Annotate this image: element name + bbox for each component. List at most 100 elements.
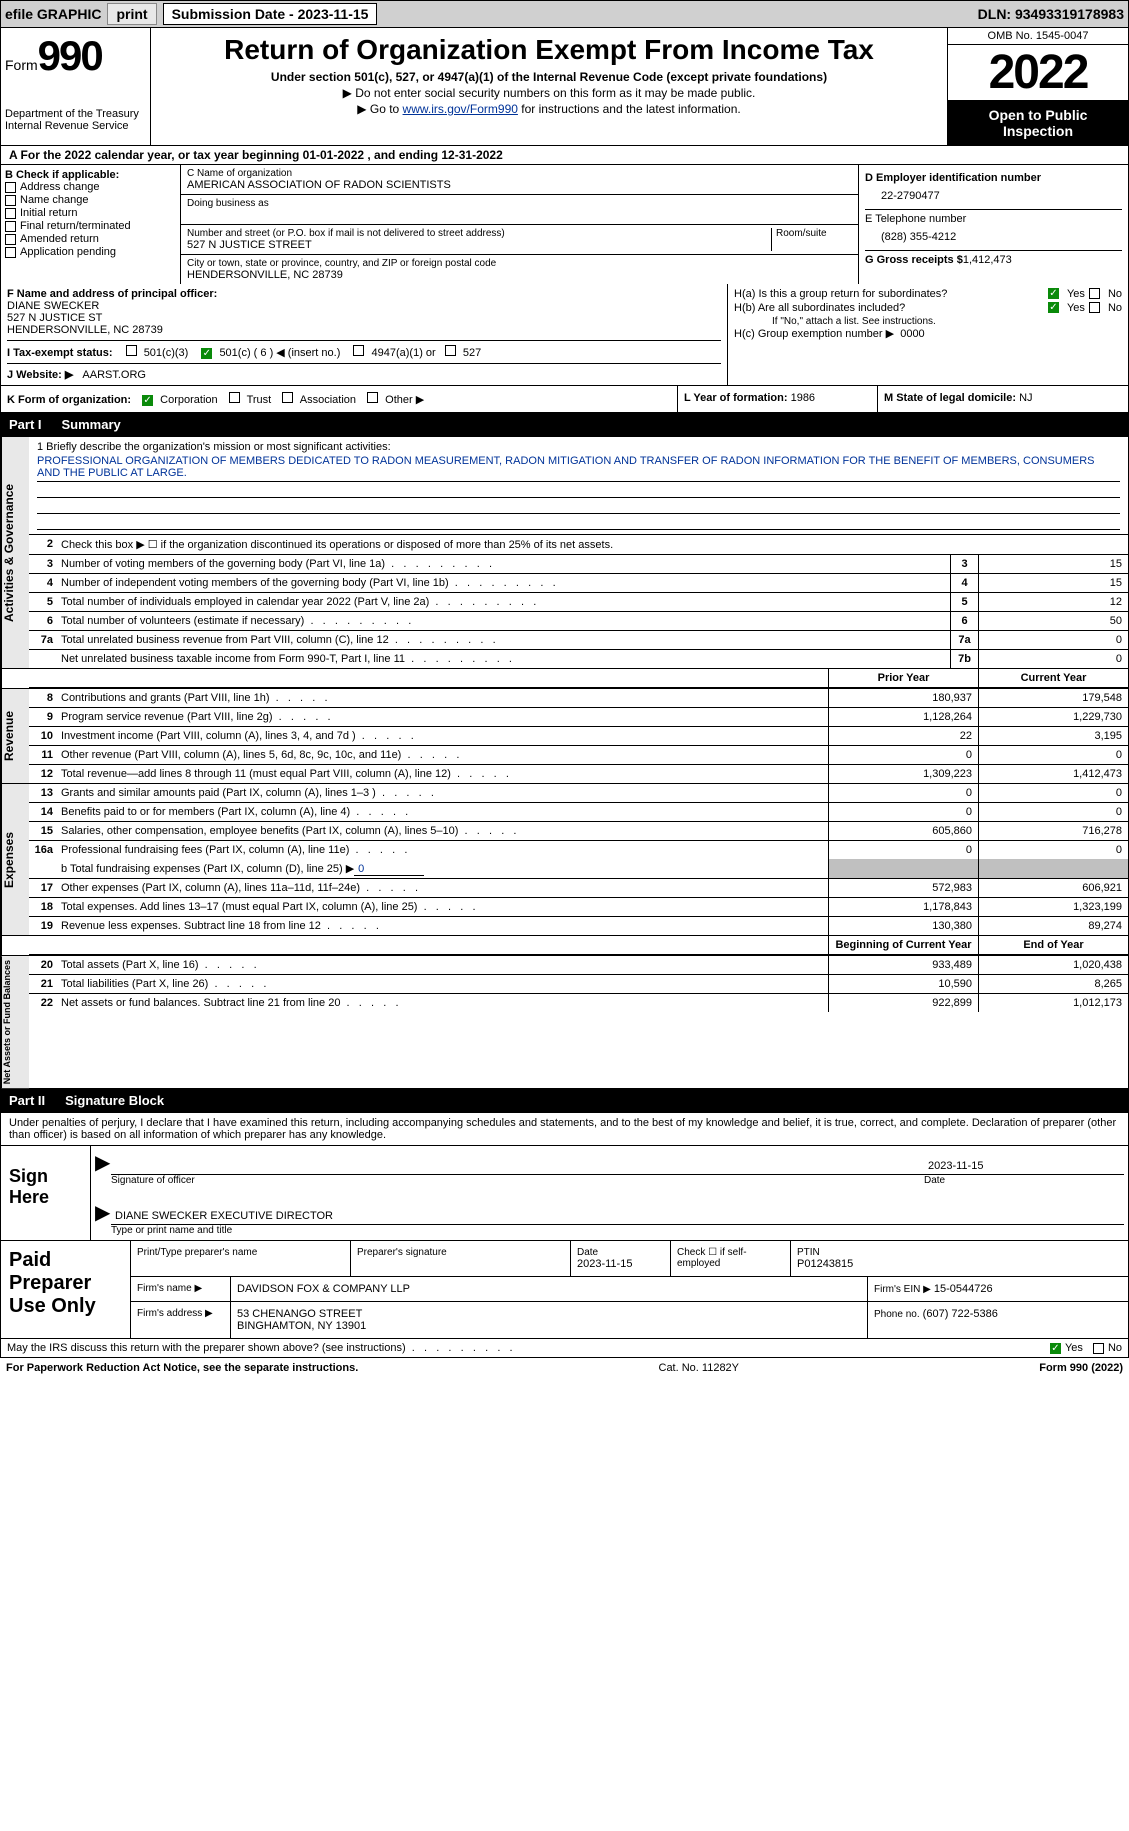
firm-name: DAVIDSON FOX & COMPANY LLP (231, 1277, 868, 1301)
chk-pending[interactable]: Application pending (5, 246, 176, 258)
open-public: Open to Public Inspection (948, 101, 1128, 145)
form-title: Return of Organization Exempt From Incom… (159, 34, 939, 66)
line-desc: Program service revenue (Part VIII, line… (57, 708, 828, 726)
mission-block: 1 Briefly describe the organization's mi… (29, 437, 1128, 535)
firm-phone: (607) 722-5386 (923, 1308, 998, 1320)
print-lbl: Print/Type preparer's name (137, 1247, 344, 1258)
hb-lbl: H(b) Are all subordinates included? (734, 302, 1048, 314)
header-right: OMB No. 1545-0047 2022 Open to Public In… (948, 28, 1128, 145)
line-desc: Total number of volunteers (estimate if … (57, 612, 950, 630)
part1-body: Activities & Governance 1 Briefly descri… (0, 437, 1129, 669)
col-f: F Name and address of principal officer:… (1, 284, 728, 385)
chk-assoc[interactable] (282, 392, 293, 403)
col-d: D Employer identification number 22-2790… (858, 165, 1128, 284)
prep-sig-lbl: Preparer's signature (357, 1247, 564, 1258)
irs-label: Internal Revenue Service (5, 120, 146, 132)
sign-here-label: Sign Here (1, 1146, 91, 1240)
may-no[interactable] (1093, 1343, 1104, 1354)
sign-here-block: Sign Here ▶ 2023-11-15 Signature of offi… (0, 1146, 1129, 1241)
vtab-expenses: Expenses (1, 784, 29, 935)
org-name: AMERICAN ASSOCIATION OF RADON SCIENTISTS (187, 179, 852, 191)
submission-date: Submission Date - 2023-11-15 (163, 3, 378, 25)
chk-other[interactable] (367, 392, 378, 403)
hdr-begin: Beginning of Current Year (828, 936, 978, 954)
chk-501c3[interactable] (126, 345, 137, 356)
row-a: A For the 2022 calendar year, or tax yea… (0, 146, 1129, 165)
chk-501c[interactable]: ✓ (201, 348, 212, 359)
chk-trust[interactable] (229, 392, 240, 403)
part2-num: Part II (9, 1093, 45, 1108)
line16b: b Total fundraising expenses (Part IX, c… (57, 859, 828, 878)
chk-4947[interactable] (353, 345, 364, 356)
city-val: HENDERSONVILLE, NC 28739 (187, 269, 852, 281)
line-desc: Total expenses. Add lines 13–17 (must eq… (57, 898, 828, 916)
ein-lbl: D Employer identification number (865, 172, 1041, 184)
dba-val (187, 209, 852, 221)
chk-address[interactable]: Address change (5, 181, 176, 193)
tel-val: (828) 355-4212 (865, 228, 1122, 246)
ptin-lbl: PTIN (797, 1247, 1122, 1258)
chk-initial[interactable]: Initial return (5, 207, 176, 219)
l-cell: L Year of formation: 1986 (678, 386, 878, 412)
line-desc: Net assets or fund balances. Subtract li… (57, 994, 828, 1012)
phone-lbl: Phone no. (874, 1309, 920, 1320)
j-lbl: J Website: ▶ (7, 369, 73, 381)
k-lbl: K Form of organization: (7, 394, 131, 406)
firm-name-lbl: Firm's name ▶ (131, 1277, 231, 1301)
efile-label: efile GRAPHIC (5, 6, 101, 22)
section-bcd: B Check if applicable: Address change Na… (0, 165, 1129, 284)
may-irs-row: May the IRS discuss this return with the… (0, 1339, 1129, 1358)
sub2-post: for instructions and the latest informat… (518, 102, 741, 116)
street-val: 527 N JUSTICE STREET (187, 239, 767, 251)
hb-no[interactable] (1089, 302, 1100, 313)
header-left: Form990 Department of the Treasury Inter… (1, 28, 151, 145)
ha-yes[interactable]: ✓ (1048, 288, 1059, 299)
part1-num: Part I (9, 417, 42, 432)
hb-note: If "No," attach a list. See instructions… (734, 316, 1122, 327)
form-header: Form990 Department of the Treasury Inter… (0, 28, 1129, 146)
prep-date-lbl: Date (577, 1247, 664, 1258)
website-val: AARST.ORG (82, 369, 146, 381)
line-desc: Other revenue (Part VIII, column (A), li… (57, 746, 828, 764)
self-emp-lbl: Check ☐ if self-employed (671, 1241, 791, 1276)
k-cell: K Form of organization: ✓ Corporation Tr… (1, 386, 678, 412)
part2-title: Signature Block (65, 1093, 164, 1108)
officer-signature[interactable] (111, 1156, 924, 1175)
street-lbl: Number and street (or P.O. box if mail i… (187, 228, 767, 239)
chk-corp[interactable]: ✓ (142, 395, 153, 406)
vtab-revenue: Revenue (1, 689, 29, 783)
hdr-prior: Prior Year (828, 669, 978, 687)
chk-527[interactable] (445, 345, 456, 356)
firm-addr1: 53 CHENANGO STREET (237, 1308, 861, 1320)
irs-link[interactable]: www.irs.gov/Form990 (403, 102, 518, 116)
line-desc: Total revenue—add lines 8 through 11 (mu… (57, 765, 828, 783)
print-button[interactable]: print (107, 3, 156, 25)
line-desc: Grants and similar amounts paid (Part IX… (57, 784, 828, 802)
hb-yes[interactable]: ✓ (1048, 302, 1059, 313)
dba-lbl: Doing business as (187, 198, 852, 209)
line-desc: Investment income (Part VIII, column (A)… (57, 727, 828, 745)
prep-date: 2023-11-15 (577, 1258, 664, 1270)
line-desc: Total liabilities (Part X, line 26) (57, 975, 828, 993)
page-footer: For Paperwork Reduction Act Notice, see … (0, 1358, 1129, 1378)
gross-lbl: G Gross receipts $ (865, 254, 963, 266)
chk-amended[interactable]: Amended return (5, 233, 176, 245)
top-bar: efile GRAPHIC print Submission Date - 20… (0, 0, 1129, 28)
may-yes[interactable]: ✓ (1050, 1343, 1061, 1354)
chk-name[interactable]: Name change (5, 194, 176, 206)
col-c: C Name of organization AMERICAN ASSOCIAT… (181, 165, 858, 284)
form-number: 990 (38, 32, 102, 79)
arrow-icon: ▶ (95, 1200, 111, 1225)
ha-lbl: H(a) Is this a group return for subordin… (734, 288, 1048, 300)
paid-preparer-block: Paid Preparer Use Only Print/Type prepar… (0, 1241, 1129, 1339)
firm-addr-lbl: Firm's address ▶ (131, 1302, 231, 1338)
paid-label: Paid Preparer Use Only (1, 1241, 131, 1338)
chk-final[interactable]: Final return/terminated (5, 220, 176, 232)
line-desc: Total assets (Part X, line 16) (57, 956, 828, 974)
ha-no[interactable] (1089, 288, 1100, 299)
dept-treasury: Department of the Treasury (5, 108, 146, 120)
room-lbl: Room/suite (776, 228, 852, 239)
officer-name: DIANE SWECKER EXECUTIVE DIRECTOR (111, 1194, 1124, 1225)
line-desc: Number of voting members of the governin… (57, 555, 950, 573)
line-desc: Total unrelated business revenue from Pa… (57, 631, 950, 649)
